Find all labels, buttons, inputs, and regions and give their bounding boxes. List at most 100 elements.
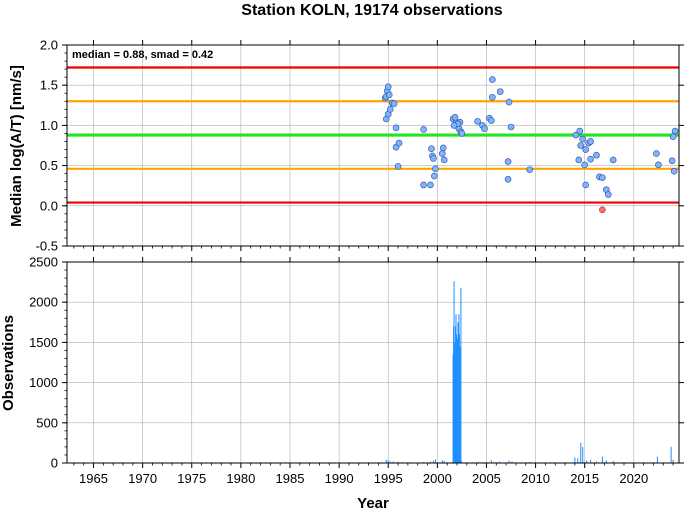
data-point: [668, 157, 676, 165]
data-point: [474, 118, 481, 125]
top-y-axis-label: Median log(A/T) [nm/s]: [8, 65, 25, 227]
x-tick-label: 1990: [325, 471, 354, 486]
data-point: [577, 142, 585, 149]
bottom-y-tick-label: 500: [36, 415, 58, 430]
top-scatter-panel: -0.5 0.0 0.5 1.0 1.5 2.0 median = 0.88, smad …: [8, 38, 684, 254]
outlier-point: [599, 206, 606, 214]
observation-bar: [389, 461, 391, 463]
data-point: [526, 166, 533, 173]
data-point: [504, 175, 512, 183]
data-point: [430, 155, 437, 162]
data-point: [504, 158, 512, 165]
data-point: [489, 76, 496, 83]
data-point: [576, 127, 584, 135]
observation-bar: [590, 459, 592, 463]
data-point: [431, 172, 438, 180]
observation-bar: [605, 460, 607, 463]
x-tick-label: 2005: [472, 471, 501, 486]
observation-bar: [385, 459, 387, 463]
data-point: [488, 117, 495, 124]
top-y-tick-label: 0.0: [40, 198, 58, 213]
top-y-tick-label: 1.0: [40, 118, 58, 133]
data-point: [439, 144, 447, 152]
data-point: [428, 145, 435, 153]
top-y-tick-label: -0.5: [36, 239, 58, 254]
observation-bar: [672, 459, 674, 463]
x-tick-label: 1970: [128, 471, 157, 486]
x-tick-label: 2015: [570, 471, 599, 486]
top-data-points: [381, 76, 679, 214]
data-point: [390, 100, 398, 107]
x-tick-label: 1980: [226, 471, 255, 486]
bottom-grid: [67, 261, 679, 464]
top-y-tick-label: 1.5: [40, 78, 58, 93]
observation-bar: [392, 461, 394, 463]
data-point: [420, 126, 427, 133]
data-point: [392, 124, 400, 132]
observation-bar: [429, 461, 431, 463]
bottom-y-tick-label: 2500: [29, 255, 58, 270]
observation-bar: [511, 461, 513, 463]
x-tick-label: 1995: [374, 471, 403, 486]
data-point: [489, 93, 496, 101]
observation-bar: [498, 461, 500, 463]
bottom-bar-panel: 0 500 1000 1500 2000 2500 1965 1970 1975 1980 198…: [0, 255, 684, 511]
observation-bar: [490, 460, 492, 463]
observation-bar: [574, 457, 576, 463]
bottom-y-tick-label: 1500: [29, 335, 58, 350]
observation-bar: [656, 456, 658, 463]
bottom-y-ticks: 0 500 1000 1500 2000 2500: [29, 255, 684, 471]
x-tick-label: 1985: [276, 471, 305, 486]
data-point: [386, 106, 394, 113]
data-point: [655, 161, 662, 169]
bottom-y-tick-label: 2000: [29, 295, 58, 310]
x-tick-label: 2000: [423, 471, 452, 486]
top-x-tick-marks: [73, 40, 674, 251]
data-point: [581, 161, 588, 169]
observation-bar: [441, 460, 443, 463]
data-point: [438, 150, 446, 157]
bottom-x-ticks: 1965 1970 1975 1980 1985 1990 1995 2000 2005 2010…: [73, 257, 674, 486]
data-point: [385, 91, 393, 99]
observation-bar: [601, 456, 603, 463]
observation-bar: [508, 460, 510, 463]
observation-bar: [595, 461, 597, 463]
observation-bar: [582, 446, 584, 463]
bottom-y-tick-label: 0: [51, 456, 58, 471]
data-point: [572, 131, 580, 139]
data-point: [582, 146, 589, 153]
top-y-tick-label: 2.0: [40, 38, 58, 53]
observation-bar: [612, 460, 614, 463]
observation-bar: [434, 459, 436, 463]
observation-bar: [580, 442, 582, 463]
data-point: [394, 163, 402, 170]
data-point: [451, 114, 459, 121]
data-point: [587, 155, 594, 163]
observation-bar: [397, 461, 399, 463]
data-point: [587, 138, 594, 145]
data-point: [458, 130, 466, 137]
top-plot-frame: [66, 44, 680, 247]
observation-bar: [443, 460, 445, 463]
data-point: [505, 98, 513, 106]
observation-bar: [432, 460, 434, 463]
observation-bar: [460, 460, 462, 463]
observation-bar: [670, 446, 672, 463]
data-point: [395, 139, 403, 147]
bottom-plot-frame: [66, 261, 680, 464]
x-tick-label: 1975: [177, 471, 206, 486]
data-point: [604, 191, 612, 198]
data-point: [582, 181, 589, 189]
bottom-y-tick-label: 1000: [29, 375, 58, 390]
observation-bar: [577, 458, 579, 463]
data-point: [427, 181, 434, 189]
observation-bar: [459, 346, 461, 463]
top-y-tick-label: 0.5: [40, 158, 58, 173]
data-point: [579, 135, 587, 143]
data-point: [671, 127, 679, 135]
data-point: [669, 133, 677, 140]
x-tick-label: 2010: [521, 471, 550, 486]
data-point: [507, 123, 515, 131]
data-point: [670, 167, 678, 175]
top-y-ticks: -0.5 0.0 0.5 1.0 1.5 2.0: [36, 38, 684, 254]
